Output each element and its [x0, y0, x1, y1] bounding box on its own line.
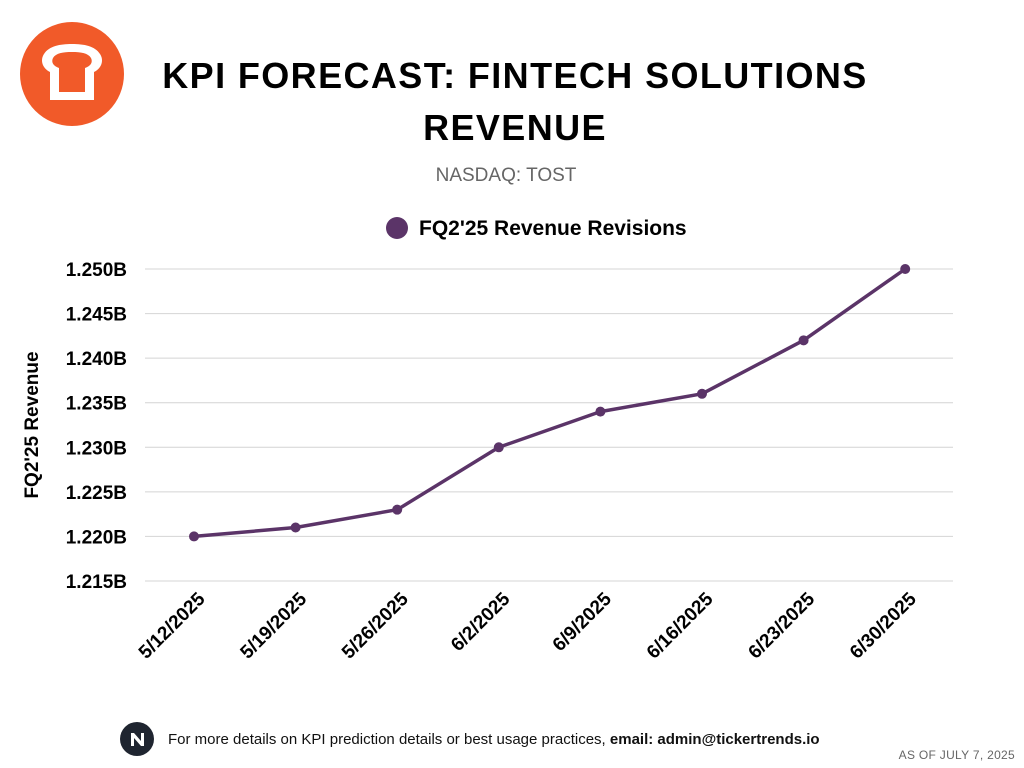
- y-axis-ticks: 1.250B 1.245B 1.240B 1.235B 1.230B 1.225B 1.22…: [66, 260, 127, 593]
- x-tick-label: 6/9/2025: [549, 588, 616, 655]
- x-tick-label: 6/16/2025: [643, 588, 718, 663]
- data-point: [697, 388, 707, 399]
- y-tick-label: 1.225B: [66, 483, 127, 504]
- x-tick-label: 6/2/2025: [447, 588, 514, 655]
- as-of-date: AS OF JULY 7, 2025: [898, 748, 1015, 762]
- y-tick-label: 1.240B: [66, 349, 127, 370]
- x-tick-label: 5/12/2025: [135, 588, 210, 663]
- x-tick-label: 6/23/2025: [745, 588, 820, 663]
- x-tick-label: 5/19/2025: [237, 588, 312, 663]
- y-tick-label: 1.220B: [66, 527, 127, 548]
- legend-label: FQ2'25 Revenue Revisions: [419, 217, 687, 240]
- y-tick-label: 1.250B: [66, 260, 127, 281]
- data-point: [290, 522, 301, 533]
- page-title: KPI FORECAST: FINTECH SOLUTIONS REVENUE: [162, 55, 868, 148]
- x-tick-label: 6/30/2025: [846, 588, 921, 663]
- y-tick-label: 1.215B: [66, 572, 127, 593]
- ticker-subtitle: NASDAQ: TOST: [435, 165, 577, 186]
- legend-swatch: [386, 217, 408, 239]
- toast-bread-icon: [20, 22, 124, 126]
- data-point: [493, 442, 504, 453]
- company-logo: [20, 22, 124, 126]
- data-point: [798, 335, 809, 346]
- x-tick-label: 5/26/2025: [338, 588, 413, 663]
- x-axis-ticks: 5/12/2025 5/19/2025 5/26/2025 6/2/2025 6/9/2…: [135, 588, 921, 663]
- legend: FQ2'25 Revenue Revisions: [386, 217, 687, 240]
- series-group: [189, 264, 911, 542]
- data-point: [392, 504, 403, 515]
- y-tick-label: 1.230B: [66, 438, 127, 459]
- contact-email[interactable]: email: admin@tickertrends.io: [609, 731, 820, 748]
- tickertrends-logo-icon: [120, 722, 154, 756]
- revenue-line-chart: 1.250B 1.245B 1.240B 1.235B 1.230B 1.225B 1.22…: [22, 217, 953, 663]
- y-tick-label: 1.245B: [66, 305, 127, 326]
- data-point: [595, 406, 606, 417]
- grid-lines: [145, 268, 953, 582]
- y-axis-label: FQ2'25 Revenue: [22, 351, 43, 498]
- y-tick-label: 1.235B: [66, 394, 127, 415]
- footer-text: For more details on KPI prediction detai…: [168, 731, 606, 748]
- footer-note: For more details on KPI prediction detai…: [168, 731, 820, 748]
- data-point: [189, 531, 199, 542]
- data-point: [900, 264, 911, 274]
- series-line: [192, 267, 907, 539]
